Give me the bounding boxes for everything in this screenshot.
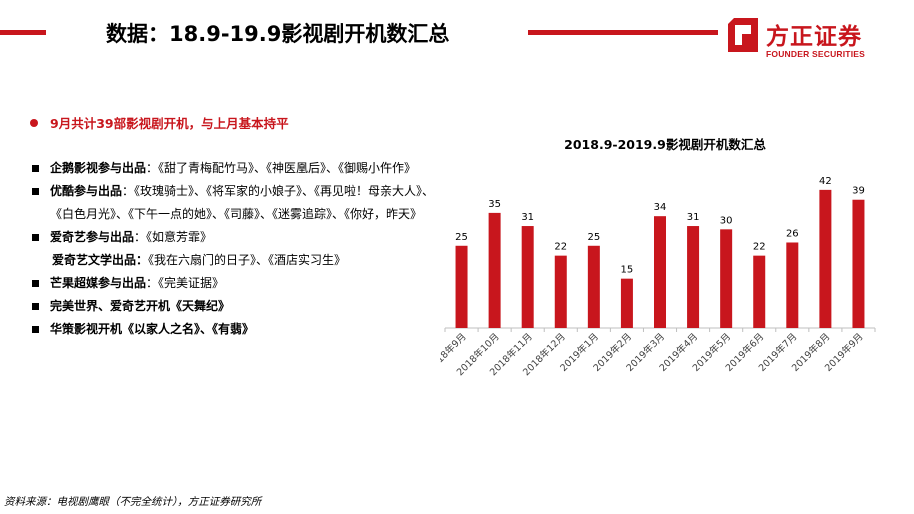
- logo-english-name: FOUNDER SECURITIES: [766, 49, 865, 59]
- square-bullet-icon: [32, 165, 39, 172]
- bar: [455, 245, 468, 328]
- square-bullet-icon: [32, 234, 39, 241]
- headline-text: 9月共计39部影视剧开机，与上月基本持平: [50, 116, 289, 131]
- list-item: 华策影视开机《以家人之名》、《有翡》: [32, 318, 442, 341]
- list-item: 爱奇艺文学出品：《我在六扇门的日子》、《酒店实习生》: [32, 249, 442, 272]
- bar: [554, 255, 567, 328]
- bullet-dot-icon: [30, 119, 38, 127]
- bar: [819, 189, 832, 328]
- logo: 方正证券 FOUNDER SECURITIES: [722, 14, 892, 60]
- data-label: 39: [852, 186, 865, 197]
- item-label: 华策影视开机《以家人之名》、《有翡》: [50, 322, 255, 336]
- data-label: 15: [621, 265, 634, 276]
- logo-name: 方正证券: [766, 24, 862, 50]
- bar: [786, 242, 799, 328]
- item-text: ：《甜了青梅配竹马》、《神医凰后》、《御赐小仵作》: [146, 161, 417, 175]
- item-label: 企鹅影视参与出品: [50, 161, 147, 175]
- bar: [720, 229, 733, 328]
- headline: 9月共计39部影视剧开机，与上月基本持平: [30, 113, 289, 132]
- item-label: 爱奇艺参与出品: [50, 230, 135, 244]
- data-label: 42: [819, 176, 832, 187]
- bar: [521, 226, 534, 328]
- item-text: 《我在六扇门的日子》、《酒店实习生》: [148, 253, 347, 267]
- title-rule-left: [0, 30, 46, 35]
- data-label: 30: [720, 215, 733, 226]
- logo-mark-icon: [722, 14, 758, 52]
- item-label: 芒果超媒参与出品: [50, 276, 147, 290]
- bar-chart: 252018年9月352018年10月312018年11月222018年12月2…: [440, 176, 876, 378]
- item-label: 完美世界、爱奇艺开机《天舞纪》: [50, 299, 231, 313]
- data-label: 25: [587, 232, 600, 243]
- list-item: 芒果超媒参与出品：《完美证据》: [32, 272, 442, 295]
- data-label: 31: [687, 212, 700, 223]
- item-text: ：《如意芳霏》: [134, 230, 213, 244]
- production-list: 企鹅影视参与出品：《甜了青梅配竹马》、《神医凰后》、《御赐小仵作》 优酷参与出品…: [32, 157, 442, 341]
- data-label: 22: [554, 242, 567, 253]
- data-label: 26: [786, 228, 799, 239]
- data-label: 25: [455, 232, 468, 243]
- bar: [852, 199, 865, 328]
- source-note: 资料来源：电视剧鹰眼（不完全统计），方正证券研究所: [4, 496, 262, 508]
- data-label: 22: [753, 242, 766, 253]
- bar: [687, 226, 700, 328]
- data-label: 35: [488, 199, 501, 210]
- item-label: 优酷参与出品: [50, 184, 123, 198]
- item-text: ：《完美证据》: [146, 276, 225, 290]
- square-bullet-icon: [32, 303, 39, 310]
- square-bullet-icon: [32, 326, 39, 333]
- bar: [654, 216, 666, 328]
- bar: [753, 255, 766, 328]
- bar: [488, 212, 501, 328]
- page-title: 数据：18.9-19.9影视剧开机数汇总: [106, 22, 450, 46]
- data-label: 31: [521, 212, 534, 223]
- data-label: 34: [654, 202, 667, 213]
- list-item: 完美世界、爱奇艺开机《天舞纪》: [32, 295, 442, 318]
- bar: [620, 278, 633, 328]
- title-rule-right: [528, 30, 718, 35]
- chart-title: 2018.9-2019.9影视剧开机数汇总: [564, 137, 766, 152]
- item-text: ：《玫瑰骑士》、《将军家的小娘子》、《再见啦！母亲大人》、《白色月光》、《下午一…: [50, 184, 435, 221]
- square-bullet-icon: [32, 188, 39, 195]
- list-item: 爱奇艺参与出品：《如意芳霏》: [32, 226, 442, 249]
- item-label: 爱奇艺文学出品：: [52, 253, 149, 267]
- list-item: 企鹅影视参与出品：《甜了青梅配竹马》、《神医凰后》、《御赐小仵作》: [32, 157, 442, 180]
- bar: [587, 245, 600, 328]
- square-bullet-icon: [32, 280, 39, 287]
- list-item: 优酷参与出品：《玫瑰骑士》、《将军家的小娘子》、《再见啦！母亲大人》、《白色月光…: [32, 180, 442, 226]
